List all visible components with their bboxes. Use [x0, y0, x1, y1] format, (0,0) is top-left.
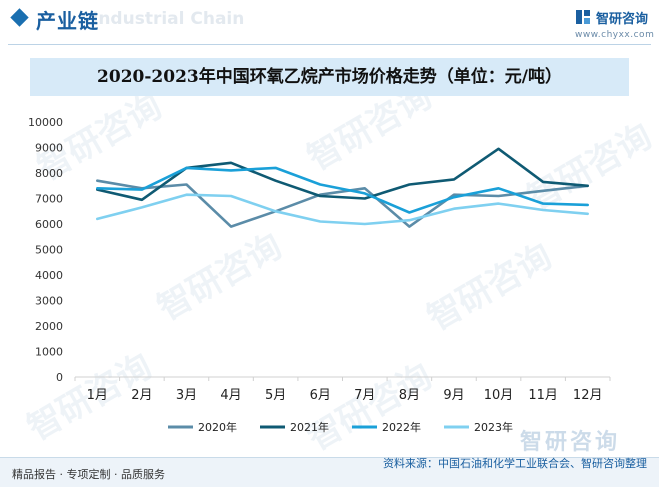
brand-name: 智研咨询: [596, 12, 649, 27]
x-tick-label: 12月: [573, 388, 603, 403]
y-tick-label: 1000: [35, 346, 63, 359]
page-header: Industrial Chain 产业链 智研咨询 www.chyxx.com: [0, 0, 659, 44]
y-tick-label: 5000: [35, 244, 63, 257]
series-line-2021年: [96, 147, 590, 202]
footer-slogan: 精品报告 · 专项定制 · 品质服务: [12, 468, 165, 481]
y-tick-label: 3000: [35, 295, 63, 308]
x-tick-label: 11月: [528, 388, 558, 403]
page-title: 产业链: [36, 9, 99, 33]
y-tick-label: 6000: [35, 218, 63, 231]
legend-label: 2020年: [198, 420, 237, 434]
chart-title-band: [30, 58, 629, 96]
y-tick-label: 10000: [28, 116, 63, 129]
series-line-2023年: [96, 193, 590, 226]
chart-title: 2020-2023年中国环氧乙烷产市场价格走势（单位：元/吨）: [97, 67, 562, 87]
legend-label: 2023年: [474, 420, 513, 434]
x-tick-label: 7月: [354, 388, 375, 403]
x-tick-label: 9月: [443, 388, 464, 403]
x-tick-label: 8月: [399, 388, 420, 403]
footer-bar: [0, 458, 659, 487]
y-tick-label: 9000: [35, 142, 63, 155]
x-tick-label: 10月: [484, 388, 514, 403]
x-tick-label: 1月: [87, 388, 108, 403]
series-line-2020年: [96, 179, 590, 228]
x-tick-label: 2月: [131, 388, 152, 403]
data-source: 资料来源：中国石油和化学工业联合会、智研咨询整理: [383, 457, 647, 470]
y-tick-label: 0: [56, 371, 63, 384]
y-tick-label: 7000: [35, 193, 63, 206]
x-tick-label: 4月: [220, 388, 241, 403]
legend-label: 2021年: [290, 420, 329, 434]
y-tick-label: 8000: [35, 167, 63, 180]
x-tick-label: 5月: [265, 388, 286, 403]
series-line-2022年: [96, 166, 590, 214]
x-tick-label: 3月: [176, 388, 197, 403]
x-tick-label: 6月: [310, 388, 331, 403]
watermark-logo-text: 智研咨询: [520, 430, 621, 455]
brand-logo-icon: [576, 10, 590, 24]
header-divider: [8, 44, 651, 45]
brand-url: www.chyxx.com: [575, 30, 655, 40]
y-tick-label: 4000: [35, 269, 63, 282]
y-tick-label: 2000: [35, 320, 63, 333]
header-watermark: Industrial Chain: [92, 9, 245, 29]
legend-label: 2022年: [382, 420, 421, 434]
footer-divider: [0, 457, 659, 458]
